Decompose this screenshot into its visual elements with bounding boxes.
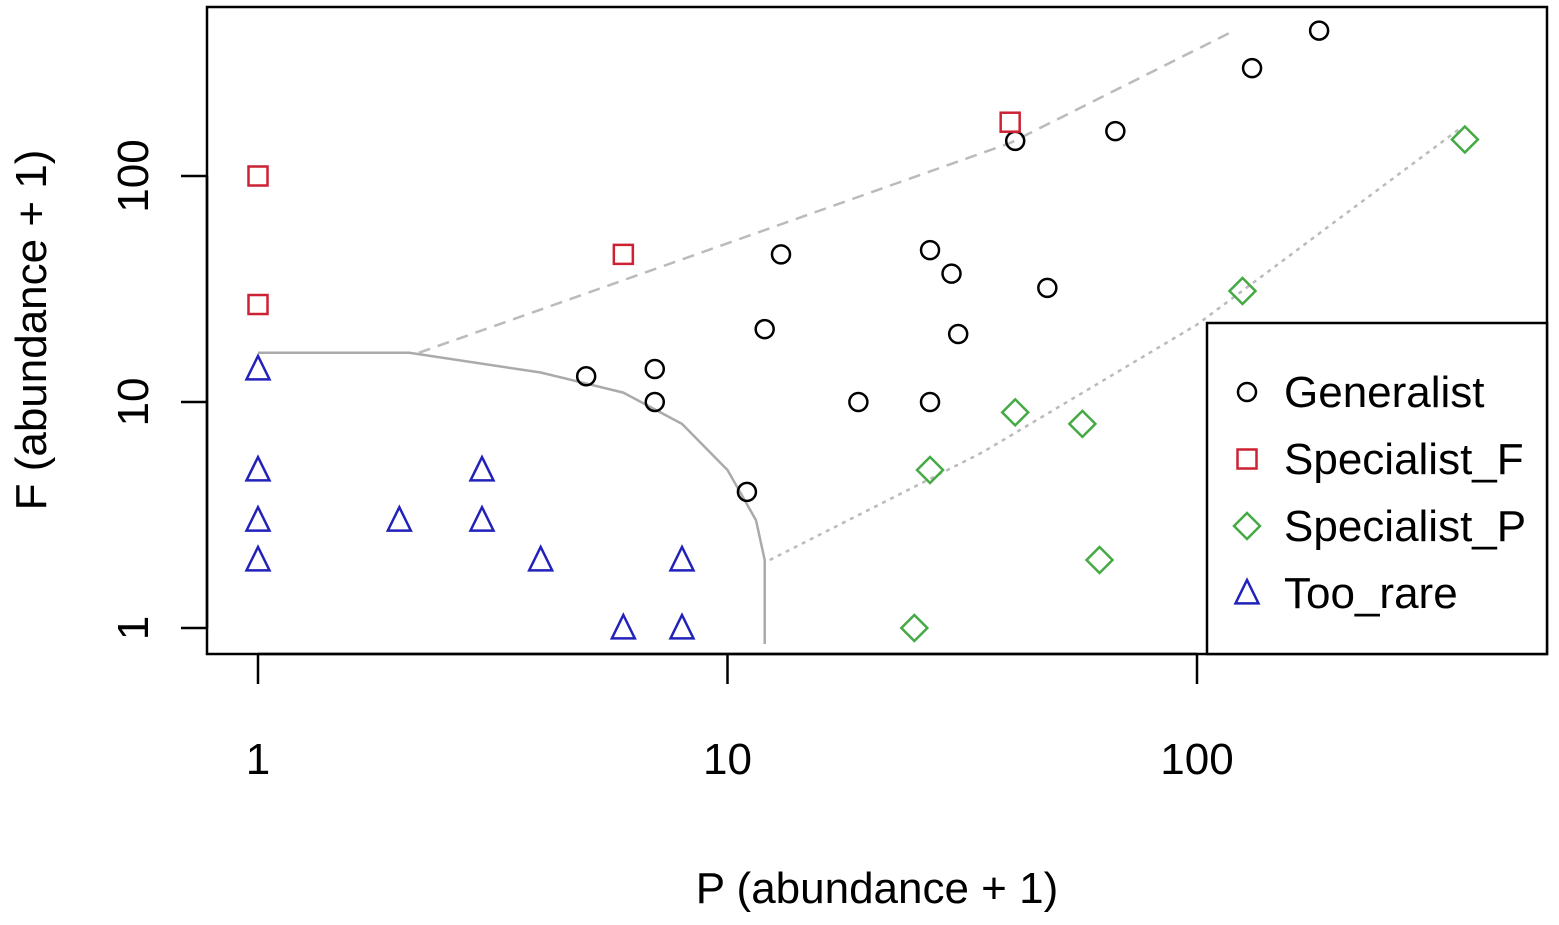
point-generalist <box>1004 130 1026 152</box>
legend-marker-specialist-p <box>1232 511 1262 541</box>
point-generalist <box>1308 20 1330 41</box>
point-generalist <box>644 358 666 380</box>
data-points <box>244 20 1480 643</box>
point-generalist <box>919 239 941 261</box>
point-specialist-p <box>1000 397 1030 428</box>
x-tick-label: 10 <box>703 735 752 784</box>
legend-label-too-rare: Too_rare <box>1284 569 1458 618</box>
point-specialist-p <box>915 455 945 485</box>
boundary-curve-dotted <box>769 128 1459 562</box>
y-tick-label: 100 <box>109 139 158 212</box>
legend: Generalist Specialist_F Specialist_P Too_ra… <box>1205 321 1549 656</box>
point-generalist <box>1037 277 1058 299</box>
point-too-rare <box>668 544 696 572</box>
point-generalist <box>736 481 758 503</box>
legend-marker-specialist-f <box>1236 448 1258 470</box>
y-tick-label: 10 <box>109 378 158 427</box>
point-generalist <box>1241 57 1263 79</box>
point-specialist-f <box>247 293 269 316</box>
legend-marker-generalist <box>1236 381 1258 403</box>
y-axis: 1 10 100 <box>109 139 209 640</box>
legend-box <box>1205 321 1549 656</box>
point-generalist <box>644 391 666 413</box>
legend-label-generalist: Generalist <box>1284 368 1485 417</box>
point-too-rare <box>244 504 272 532</box>
point-generalist <box>575 365 597 387</box>
point-generalist <box>941 263 962 284</box>
x-tick-label: 100 <box>1160 735 1233 784</box>
point-generalist <box>919 391 941 413</box>
point-generalist <box>848 391 869 413</box>
point-too-rare <box>244 544 272 572</box>
point-too-rare <box>385 504 413 532</box>
point-too-rare <box>668 612 696 640</box>
point-too-rare <box>244 454 272 482</box>
point-generalist <box>754 318 775 340</box>
legend-label-specialist-f: Specialist_F <box>1284 435 1524 484</box>
x-axis: 1 10 100 <box>246 652 1234 784</box>
boundary-curve-dashed <box>418 29 1235 354</box>
boundary-curve-solid <box>258 351 766 644</box>
y-tick-label: 1 <box>109 616 158 640</box>
x-axis-title: P (abundance + 1) <box>696 864 1058 913</box>
x-tick-label: 1 <box>246 735 270 784</box>
point-specialist-f <box>612 243 635 266</box>
point-specialist-p <box>1450 124 1480 155</box>
point-too-rare <box>468 454 496 482</box>
point-specialist-p <box>1227 276 1258 306</box>
point-specialist-p <box>1084 545 1115 575</box>
point-too-rare <box>468 504 496 532</box>
point-too-rare <box>244 353 272 381</box>
point-specialist-p <box>899 613 930 643</box>
y-axis-title: F (abundance + 1) <box>7 150 56 511</box>
legend-label-specialist-p: Specialist_P <box>1284 502 1526 551</box>
point-generalist <box>947 323 969 345</box>
boundary-curves <box>258 29 1459 644</box>
point-generalist <box>770 244 792 265</box>
point-specialist-p <box>1067 409 1098 439</box>
point-too-rare <box>609 612 637 640</box>
point-too-rare <box>527 544 555 572</box>
legend-marker-too-rare <box>1233 577 1261 605</box>
point-generalist <box>1105 120 1126 142</box>
point-specialist-f <box>999 111 1021 133</box>
point-specialist-f <box>247 165 269 187</box>
